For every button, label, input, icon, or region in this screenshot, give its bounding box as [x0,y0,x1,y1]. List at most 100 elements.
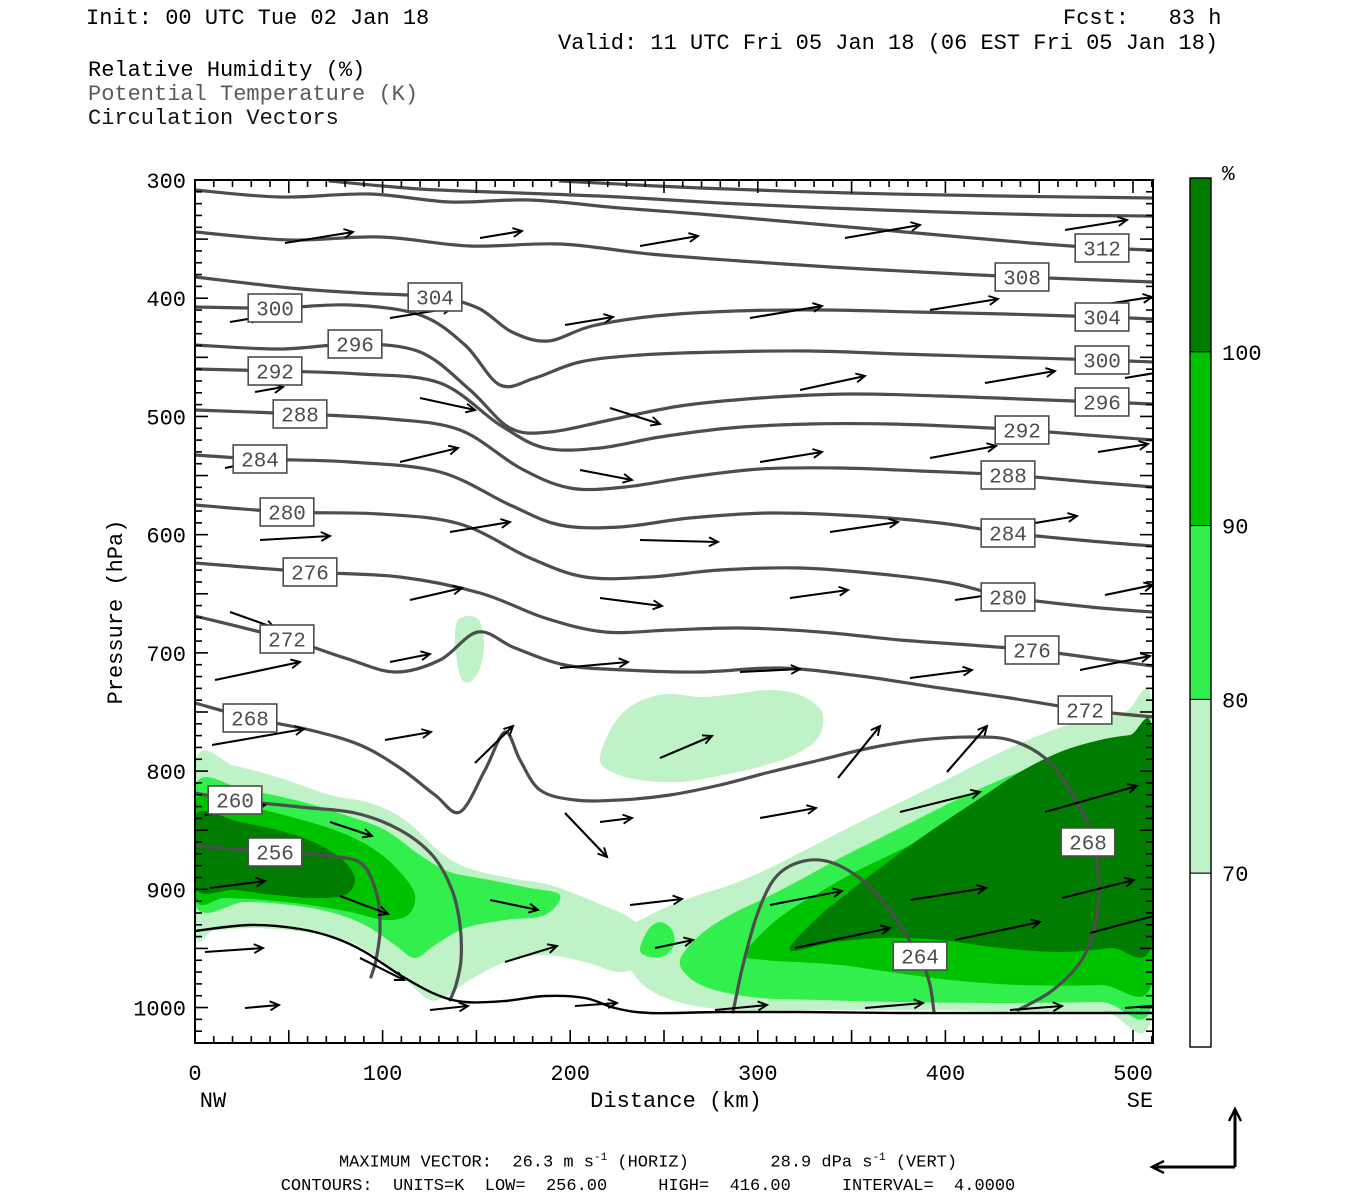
theta-contour-272 [195,614,1153,719]
y-tick-label: 400 [146,288,186,313]
rh-region-70 [454,615,484,683]
y-tick-label: 800 [146,761,186,786]
contour-label: 304 [416,289,454,312]
contour-label: 304 [1083,309,1121,332]
contour-label-box [1074,302,1130,332]
wind-vector [419,396,478,414]
surface-line [195,923,1153,1015]
wind-vector [909,665,975,680]
x-tick-label: 0 [188,1062,201,1087]
colorbar-segment [1189,872,1212,1048]
contour-label-box [222,703,278,733]
y-tick-label: 700 [146,643,186,668]
contour-label-box [892,941,948,971]
contour-label: 296 [336,336,374,359]
theta-contour-316 [328,180,1153,218]
surface-streamline [195,923,1153,1015]
wind-vector [1124,1004,1153,1010]
contour-label: 288 [989,467,1027,490]
contour-label: 300 [256,300,294,323]
wind-vector [504,943,560,964]
contour-label-box [994,262,1050,292]
contour-label-box [247,837,303,867]
colorbar-segment [1189,177,1212,353]
contour-label: 292 [1003,422,1041,445]
contour-label: 284 [989,525,1027,548]
wind-vector [409,584,465,602]
contour-label: 296 [1083,394,1121,417]
contour-label: 260 [216,792,254,815]
contour-label-box [272,399,328,429]
valid-time: Valid: 11 UTC Fri 05 Jan 18 (06 EST Fri … [558,31,1219,56]
contour-label-box [247,293,303,323]
x-axis-title: Distance (km) [590,1089,762,1114]
wind-vector [1124,372,1153,380]
wind-vector [829,517,901,534]
contour-label-box [327,329,383,359]
wind-vector [929,295,1001,312]
colorbar-segment [1189,698,1212,874]
contour-labels: 3123083043043003002962962922922882882842… [207,233,1130,971]
x-tick-label: 100 [363,1062,403,1087]
y-tick-label: 1000 [133,998,186,1023]
wind-vector [244,1000,282,1012]
colorbar-segment [1189,525,1212,700]
wind-vector [769,887,845,907]
wind-vector [864,998,926,1010]
contour-label: 276 [1013,642,1051,665]
wind-vector [929,442,999,460]
contour-info-caption: CONTOURS: UNITS=K LOW= 256.00 HIGH= 416.… [280,1177,1016,1196]
theta-contour-304 [195,275,1153,343]
init-time: Init: 00 UTC Tue 02 Jan 18 [86,6,430,31]
contour-label: 272 [268,631,306,654]
wind-vector [479,227,525,240]
colorbar-tick-label: 100 [1222,342,1262,367]
contour-label: 272 [1066,702,1104,725]
colorbar-tick-label: 80 [1222,689,1248,714]
wind-vector [794,924,893,950]
wind-vector [789,585,851,600]
wind-vector [489,898,541,914]
wind-vector [899,788,983,814]
wind-vector [639,232,701,248]
wind-vector [844,221,923,240]
wind-vector [1061,876,1137,900]
wind-vector [329,821,375,839]
wind-vector [749,302,825,320]
contour-label-box [1074,345,1130,375]
wind-vector [759,804,819,820]
contour-label-box [259,624,315,654]
contour-label: 288 [281,406,319,429]
theta-contour-312 [195,188,1153,252]
contour-label-box [1004,635,1060,665]
max-vector-caption: MAXIMUM VECTOR: 26.3 m s-1 (HORIZ) 28.9 … [338,1152,958,1173]
x-tick-label: 200 [550,1062,590,1087]
contour-label: 312 [1083,240,1121,263]
contour-label-box [282,557,338,587]
theta-contour-320 [558,180,1153,200]
max-vector-reference-arrows [1153,1110,1235,1167]
wind-vector [1009,1001,1065,1012]
wind-vector [574,998,620,1009]
contour-label: 280 [268,504,306,527]
contour-label: 256 [256,844,294,867]
wind-vector [564,812,609,859]
contour-label-box [980,460,1036,490]
wind-vector [1044,783,1140,814]
contour-label-box [980,518,1036,548]
wind-vector [1064,216,1130,232]
colorbar-unit-label: % [1222,164,1235,187]
wind-vector [449,518,513,534]
contour-label: 268 [1069,834,1107,857]
x-axis-left-caption: NW [200,1089,227,1114]
wind-vector [1104,581,1153,597]
y-tick-label: 300 [146,170,186,195]
wind-vector [799,372,868,392]
contour-label: 280 [989,589,1027,612]
contour-label: 292 [256,363,294,386]
x-tick-label: 300 [738,1062,778,1087]
wind-vector [837,724,882,779]
contour-label-box [994,415,1050,445]
wind-vector [211,725,307,747]
colorbar: 100 90 80 70% [1189,164,1262,1048]
